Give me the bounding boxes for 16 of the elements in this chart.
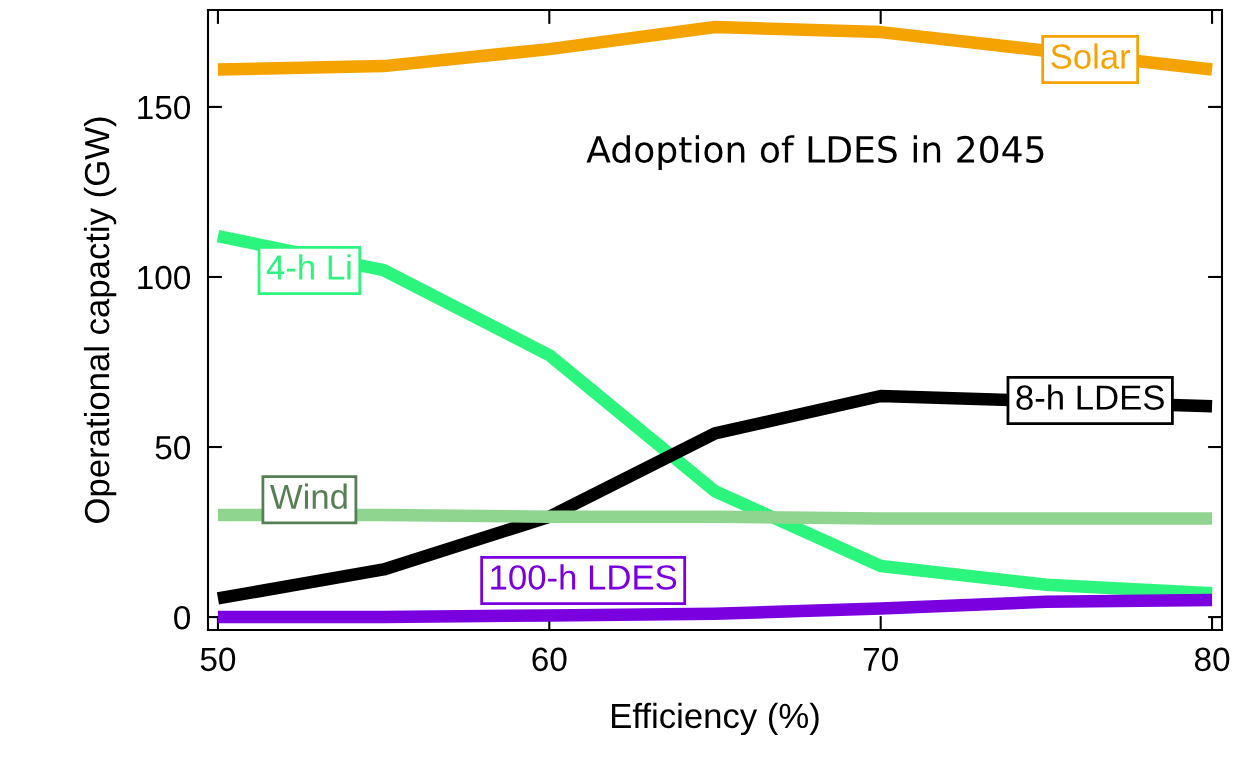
- x-tick-label: 80: [1194, 647, 1230, 672]
- x-tick-label: 70: [863, 647, 898, 672]
- y-tick-label: 100: [138, 265, 191, 290]
- x-tick-label: 60: [532, 647, 567, 672]
- series-label: Solar: [1051, 43, 1131, 69]
- y-tick-label: 50: [155, 435, 191, 460]
- x-axis-title: Efficiency (%): [612, 702, 819, 736]
- series-label: 4-h Li: [266, 254, 351, 280]
- y-tick-label: 0: [174, 605, 191, 630]
- text: Adoption of LDES in 2045: [586, 135, 1044, 171]
- series-label: 100-h LDES: [491, 564, 677, 590]
- series-label: Wind: [270, 483, 347, 510]
- y-tick-label: 150: [138, 95, 191, 120]
- x-tick-label: 50: [200, 647, 236, 672]
- y-axis-title: Operational capactiy (GW): [83, 117, 117, 523]
- series-label: 8-h LDES: [1016, 384, 1164, 410]
